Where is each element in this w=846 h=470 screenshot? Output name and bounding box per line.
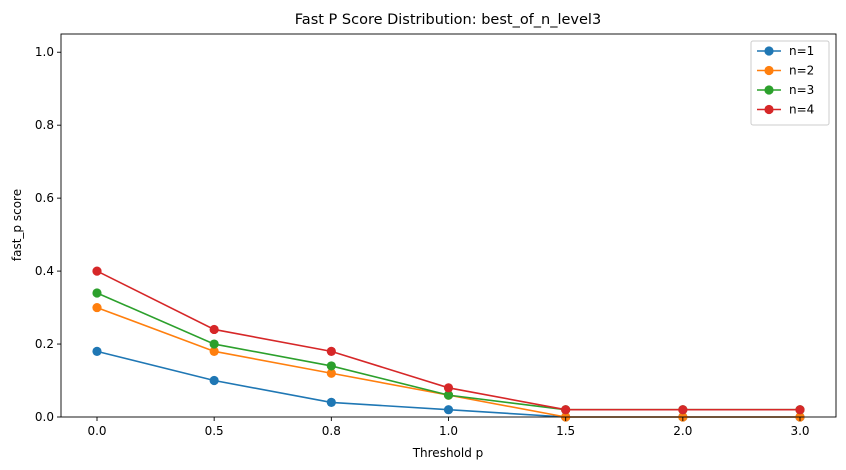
x-tick-label: 3.0 bbox=[790, 424, 809, 438]
data-point bbox=[92, 288, 102, 298]
y-tick-label: 0.6 bbox=[35, 191, 54, 205]
data-point bbox=[326, 346, 336, 356]
x-tick-label: 0.8 bbox=[322, 424, 341, 438]
data-point bbox=[443, 405, 454, 415]
data-point bbox=[209, 346, 219, 356]
legend-marker bbox=[764, 104, 774, 115]
data-point bbox=[443, 390, 454, 400]
legend-frame bbox=[750, 40, 830, 126]
data-point bbox=[92, 266, 102, 276]
x-tick-label: 1.5 bbox=[556, 424, 575, 438]
y-tick-label: 0.4 bbox=[35, 264, 54, 278]
y-axis-label: fast_p score bbox=[10, 189, 24, 261]
data-point bbox=[209, 375, 219, 386]
plot-series-group bbox=[92, 266, 805, 422]
x-tick-label: 0.5 bbox=[205, 424, 224, 438]
data-point bbox=[326, 361, 336, 371]
y-tick-label: 0.8 bbox=[35, 118, 54, 132]
y-tick-label: 1.0 bbox=[35, 45, 54, 59]
data-point bbox=[209, 324, 219, 335]
legend-marker bbox=[764, 65, 774, 76]
y-axis: 0.0 0.2 0.4 0.6 0.8 1.0 bbox=[35, 45, 61, 424]
legend-label: n=2 bbox=[789, 64, 814, 78]
x-tick-label: 2.0 bbox=[673, 424, 692, 438]
plot-frame bbox=[60, 33, 837, 418]
y-tick-label: 0.2 bbox=[35, 337, 54, 351]
legend-label: n=4 bbox=[789, 103, 814, 117]
x-tick-label: 0.0 bbox=[87, 424, 106, 438]
data-point bbox=[678, 405, 688, 415]
chart-title: Fast P Score Distribution: best_of_n_lev… bbox=[295, 12, 601, 28]
legend-marker bbox=[764, 46, 774, 56]
data-point bbox=[92, 302, 102, 313]
data-point bbox=[326, 368, 336, 378]
data-point bbox=[561, 405, 571, 415]
legend-label: n=1 bbox=[789, 44, 814, 58]
x-axis: 0.0 0.5 0.8 1.0 1.5 2.0 3.0 bbox=[87, 417, 810, 438]
data-point bbox=[443, 383, 454, 393]
data-point bbox=[209, 339, 219, 349]
x-axis-label: Threshold p bbox=[412, 446, 484, 460]
y-tick-label: 0.0 bbox=[35, 410, 54, 424]
data-point bbox=[795, 405, 805, 415]
data-point bbox=[326, 397, 336, 408]
x-tick-label: 1.0 bbox=[439, 424, 458, 438]
legend: n=1 n=2 n=3 n=4 bbox=[750, 40, 830, 126]
legend-marker bbox=[764, 85, 774, 95]
data-point bbox=[92, 346, 102, 356]
legend-label: n=3 bbox=[789, 83, 814, 97]
